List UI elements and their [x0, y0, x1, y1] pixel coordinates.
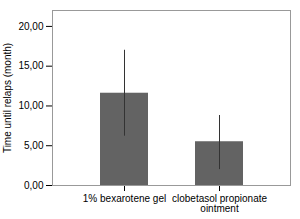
svg-text:1% bexarotene gel: 1% bexarotene gel [83, 193, 166, 204]
svg-text:0,00: 0,00 [24, 180, 44, 191]
svg-text:clobetasol propionateointment: clobetasol propionateointment [172, 193, 268, 214]
svg-text:20,00: 20,00 [18, 21, 43, 32]
svg-text:5,00: 5,00 [24, 140, 44, 151]
svg-text:Time until relaps (month): Time until relaps (month) [2, 43, 13, 153]
svg-text:15,00: 15,00 [18, 60, 43, 71]
svg-text:10,00: 10,00 [18, 100, 43, 111]
